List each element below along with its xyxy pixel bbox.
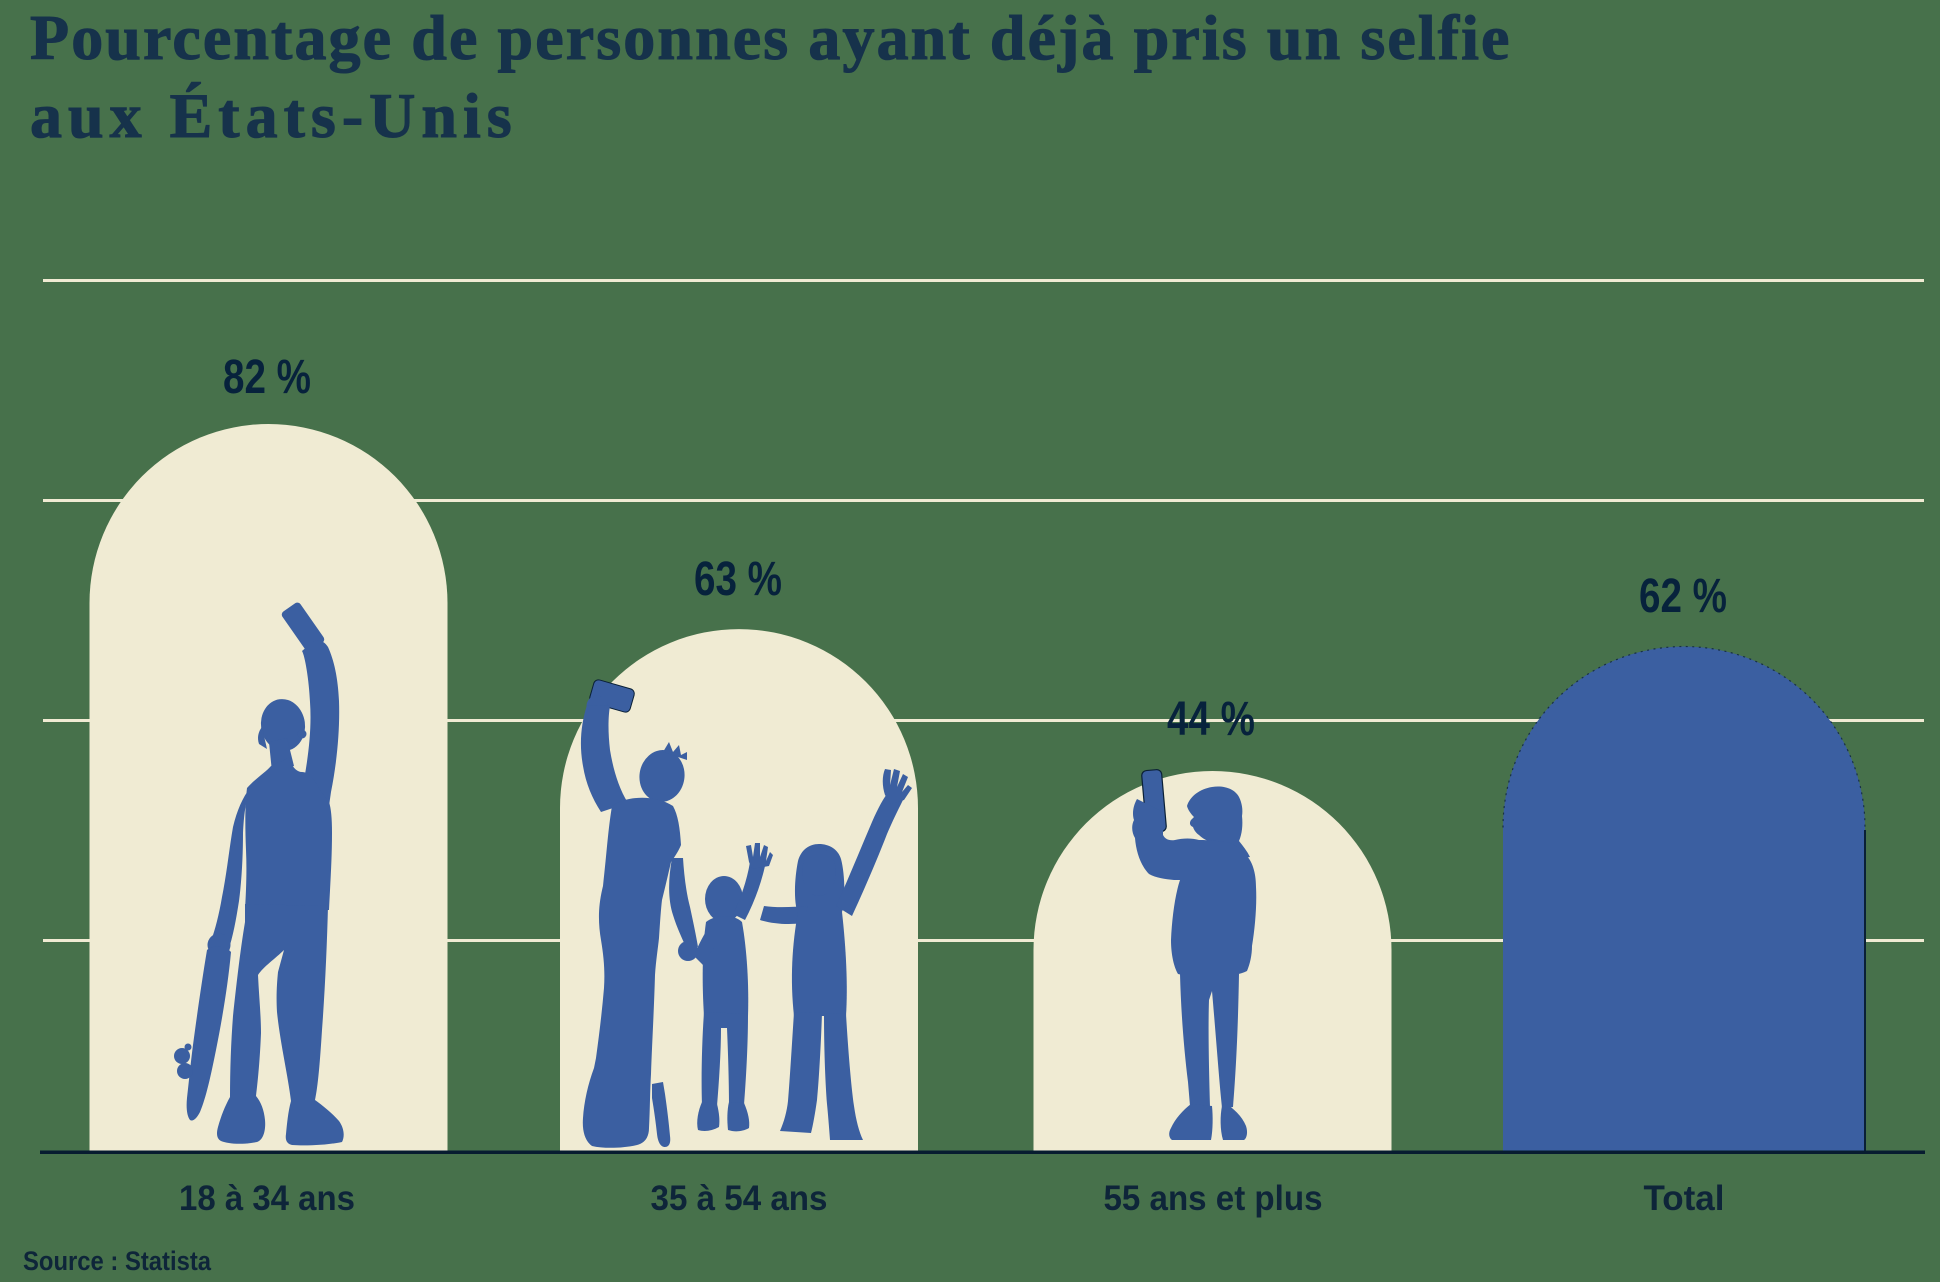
svg-text:55 ans et plus: 55 ans et plus <box>1104 1179 1323 1218</box>
svg-text:18 à 34 ans: 18 à 34 ans <box>179 1179 355 1218</box>
svg-text:Total: Total <box>1643 1179 1724 1218</box>
svg-text:35 à 54 ans: 35 à 54 ans <box>651 1179 828 1218</box>
svg-text:63 %: 63 % <box>694 553 782 606</box>
svg-text:44 %: 44 % <box>1167 693 1255 746</box>
svg-text:62 %: 62 % <box>1639 570 1727 623</box>
svg-text:Source : Statista: Source : Statista <box>23 1246 212 1276</box>
svg-text:aux États-Unis: aux États-Unis <box>30 80 518 151</box>
svg-text:82 %: 82 % <box>223 351 311 404</box>
svg-text:Pourcentage de personnes ayant: Pourcentage de personnes ayant déjà pris… <box>30 2 1512 73</box>
